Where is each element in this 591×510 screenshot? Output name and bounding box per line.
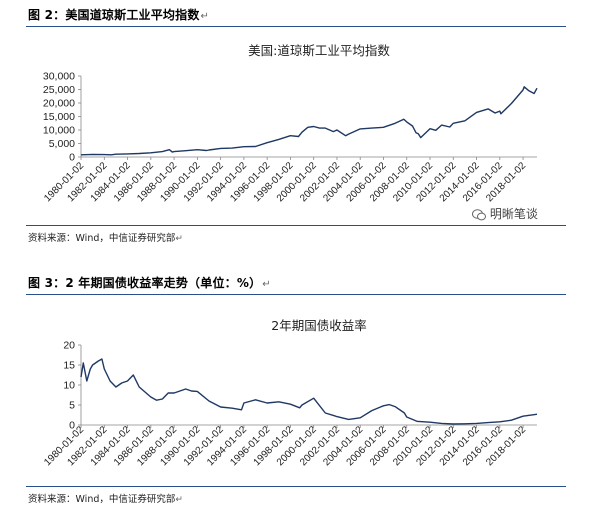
y-tick-label: 15: [63, 360, 75, 372]
return-mark-icon: ↵: [175, 234, 183, 244]
return-mark-icon: ↵: [175, 495, 183, 505]
source-rule: [26, 486, 566, 487]
source-note: 资料来源：Wind，中信证券研究部↵: [28, 230, 183, 244]
figure-caption: 图 2：美国道琼斯工业平均指数↵: [28, 6, 209, 23]
watermark-text: 明晰笔谈: [489, 207, 538, 221]
caption-rule: [26, 26, 566, 27]
y-tick-label: 25,000: [43, 84, 75, 96]
chart-2y-yield: 2年期国债收益率051015201980-01-021982-01-021984…: [42, 318, 538, 468]
y-tick-label: 5: [69, 400, 75, 412]
y-tick-label: 20: [63, 340, 75, 352]
series-line: [80, 86, 538, 156]
chart-title: 美国:道琼斯工业平均指数: [248, 43, 390, 58]
series-line: [80, 358, 538, 425]
figure-caption-text: 图 2：美国道琼斯工业平均指数: [28, 8, 200, 22]
figure-caption-text: 图 3：2 年期国债收益率走势（单位：%）: [28, 276, 262, 290]
source-text: 资料来源：Wind，中信证券研究部: [28, 233, 176, 244]
wechat-icon: [472, 208, 486, 220]
y-tick-label: 20,000: [43, 98, 75, 110]
y-tick-label: 15,000: [43, 111, 75, 123]
chart-title: 2年期国债收益率: [271, 318, 366, 333]
figure-2y-yield: 图 3：2 年期国债收益率走势（单位：%）↵ 2年期国债收益率 0 5 10 15 20 1…: [0, 268, 591, 510]
watermark: 明晰笔谈: [472, 205, 538, 222]
y-tick-label: 10,000: [43, 125, 75, 137]
source-rule: [26, 225, 566, 226]
return-mark-icon: ↵: [262, 279, 271, 290]
y-tick-label: 0: [69, 420, 75, 432]
source-text: 资料来源：Wind，中信证券研究部: [28, 494, 176, 505]
y-tick-label: 0: [69, 152, 75, 164]
source-note: 资料来源：Wind，中信证券研究部↵: [28, 491, 183, 505]
figure-dow-jones: 图 2：美国道琼斯工业平均指数↵ 美国:道琼斯工业平均指数 0 5,000 10,00…: [0, 0, 591, 250]
y-tick-label: 5,000: [49, 138, 75, 150]
caption-rule: [26, 294, 566, 295]
y-tick-label: 10: [63, 380, 75, 392]
figure-caption: 图 3：2 年期国债收益率走势（单位：%）↵: [28, 274, 271, 291]
return-mark-icon: ↵: [200, 11, 210, 22]
y-tick-label: 30,000: [43, 71, 75, 83]
